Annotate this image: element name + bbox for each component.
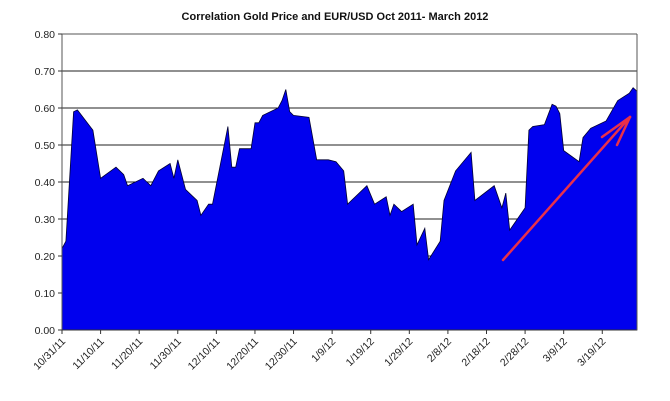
y-tick-label: 0.50 <box>35 140 56 152</box>
x-tick-label: 10/31/11 <box>31 336 68 373</box>
arrow-head <box>600 115 632 139</box>
area-fill <box>61 87 638 331</box>
x-tick-label: 11/10/11 <box>70 336 106 372</box>
y-tick-label: 0.00 <box>35 325 56 337</box>
x-tick-label: 1/29/12 <box>382 336 415 369</box>
y-tick-label: 0.80 <box>35 29 56 41</box>
x-tick-label: 3/9/12 <box>541 336 570 365</box>
x-tick-label: 12/20/11 <box>224 336 261 373</box>
y-tick-label: 0.20 <box>35 251 56 263</box>
trend-arrow-annotation <box>501 115 632 262</box>
arrow-head <box>615 115 632 147</box>
y-tick-label: 0.30 <box>35 214 56 226</box>
series-area <box>61 87 638 331</box>
y-tick-label: 0.40 <box>35 177 56 189</box>
x-tick-label: 11/20/11 <box>109 336 145 372</box>
y-tick-label: 0.10 <box>35 288 56 300</box>
x-tick-label: 11/30/11 <box>148 336 184 372</box>
x-tick-label: 2/28/12 <box>498 336 531 369</box>
y-axis: 0.00 0.10 0.20 0.30 0.40 0.50 0.60 0.70 0.80 <box>35 29 62 337</box>
x-tick-label: 12/10/11 <box>186 336 223 373</box>
x-tick-label: 3/19/12 <box>575 336 608 369</box>
arrow-shaft <box>501 115 632 262</box>
x-tick-label: 2/8/12 <box>425 336 454 365</box>
x-tick-label: 1/9/12 <box>309 336 338 365</box>
x-tick-label: 2/18/12 <box>459 336 492 369</box>
y-tick-label: 0.60 <box>35 103 56 115</box>
y-tick-label: 0.70 <box>35 66 56 78</box>
x-axis: 10/31/11 11/10/11 11/20/11 11/30/11 12/10/11… <box>31 330 608 372</box>
x-tick-label: 1/19/12 <box>344 336 377 369</box>
x-tick-label: 12/30/11 <box>263 336 300 373</box>
chart-title: Correlation Gold Price and EUR/USD Oct 2… <box>182 11 489 23</box>
